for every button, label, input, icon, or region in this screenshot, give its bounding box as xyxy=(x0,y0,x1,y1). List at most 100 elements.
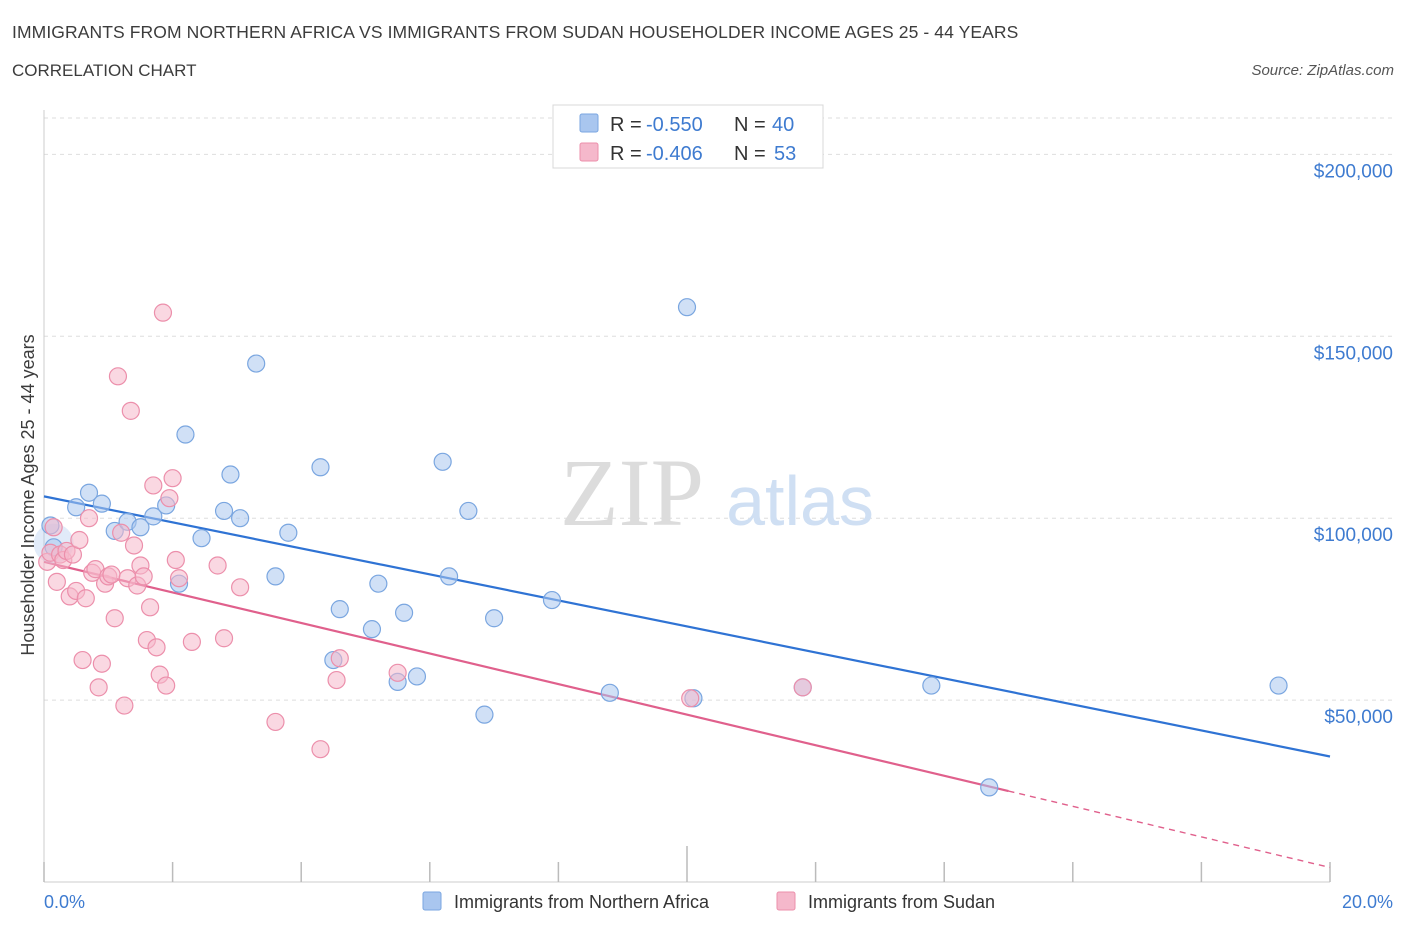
stats-r-label-1: R = xyxy=(610,114,642,136)
data-point-series-1-20 xyxy=(102,565,121,584)
data-point-series-1-3 xyxy=(47,572,66,591)
stats-legend: R = -0.550 N = 40 R = -0.406 N = 53 xyxy=(552,104,824,169)
data-point-series-1-22 xyxy=(108,367,128,386)
chart-subtitle: CORRELATION CHART xyxy=(12,61,197,80)
data-point-series-0-16 xyxy=(247,354,266,373)
stats-r-value-2: -0.406 xyxy=(646,143,703,165)
data-point-series-0-22 xyxy=(362,620,382,639)
data-points xyxy=(33,298,1288,797)
y-tick-label-0: $50,000 xyxy=(1324,707,1393,728)
data-point-series-1-11 xyxy=(73,650,92,670)
data-point-series-1-50 xyxy=(388,663,407,682)
y-tick-labels: $50,000 $100,000 $150,000 $200,000 xyxy=(1314,161,1393,728)
trend-lines xyxy=(43,495,1331,869)
data-point-series-0-3 xyxy=(79,483,99,502)
stats-swatch-sudan xyxy=(579,142,599,162)
stats-n-value-2: 53 xyxy=(774,143,796,165)
data-point-series-1-46 xyxy=(266,712,285,732)
data-point-series-0-17 xyxy=(266,567,285,586)
data-point-series-0-19 xyxy=(311,458,330,477)
data-point-series-1-27 xyxy=(124,536,144,555)
data-point-series-0-39 xyxy=(1269,676,1288,695)
data-point-series-0-32 xyxy=(542,590,562,610)
data-point-series-0-18 xyxy=(279,523,298,542)
data-point-series-1-16 xyxy=(89,678,108,697)
data-point-series-1-52 xyxy=(793,678,812,697)
data-point-series-1-45 xyxy=(231,578,250,597)
data-point-series-1-24 xyxy=(115,696,134,715)
data-point-series-0-8 xyxy=(144,507,163,526)
data-point-series-0-2 xyxy=(67,498,86,517)
data-point-series-1-37 xyxy=(157,676,176,695)
data-point-series-1-21 xyxy=(105,609,124,628)
chart-title: IMMIGRANTS FROM NORTHERN AFRICA VS IMMIG… xyxy=(12,22,1019,42)
stats-r-value-1: -0.550 xyxy=(646,114,703,136)
data-point-series-1-30 xyxy=(134,567,153,586)
data-point-series-1-36 xyxy=(153,303,173,322)
data-point-series-1-33 xyxy=(144,476,163,495)
x-tick-label-max: 20.0% xyxy=(1342,892,1393,912)
data-point-series-1-47 xyxy=(311,740,330,759)
legend-swatch-sudan xyxy=(776,891,796,911)
stats-n-label-1: N = xyxy=(734,114,766,136)
data-point-series-1-44 xyxy=(214,629,234,648)
data-point-series-1-43 xyxy=(208,556,227,575)
trend-line-series-0 xyxy=(43,495,1331,758)
data-point-series-1-12 xyxy=(76,589,95,608)
data-point-series-1-2 xyxy=(44,518,63,537)
data-point-series-1-42 xyxy=(182,632,201,651)
stats-r-label-2: R = xyxy=(610,143,642,165)
data-point-series-0-15 xyxy=(231,509,250,528)
data-point-series-0-38 xyxy=(980,778,999,797)
data-point-series-1-23 xyxy=(112,523,131,542)
y-axis-label: Householder Income Ages 25 - 44 years xyxy=(18,334,38,655)
data-point-series-0-4 xyxy=(92,494,111,513)
x-tick-label-min: 0.0% xyxy=(44,892,85,912)
y-tick-label-3: $200,000 xyxy=(1314,161,1393,182)
data-point-series-1-39 xyxy=(163,469,182,488)
data-point-series-1-32 xyxy=(140,598,160,617)
data-point-series-1-51 xyxy=(681,689,700,708)
data-point-series-0-30 xyxy=(475,705,494,724)
series-legend: Immigrants from Northern Africa Immigran… xyxy=(422,891,995,912)
source-credit: Source: ZipAtlas.com xyxy=(1251,62,1394,79)
data-point-series-0-27 xyxy=(433,452,452,471)
legend-swatch-northern-africa xyxy=(422,891,442,911)
data-point-series-0-21 xyxy=(330,600,349,619)
axes xyxy=(43,110,1331,883)
grid-lines xyxy=(44,117,1394,701)
data-point-series-1-26 xyxy=(121,401,140,420)
watermark-zip: ZIP xyxy=(560,439,704,546)
data-point-series-0-12 xyxy=(192,529,211,548)
data-point-series-1-13 xyxy=(79,509,99,528)
data-point-series-1-17 xyxy=(92,654,111,673)
stats-n-label-2: N = xyxy=(734,143,766,165)
stats-n-value-1: 40 xyxy=(772,114,794,136)
data-point-series-0-28 xyxy=(439,567,459,586)
watermark: ZIP atlas xyxy=(560,439,874,546)
data-point-series-1-41 xyxy=(169,569,189,588)
data-point-series-1-34 xyxy=(147,638,166,657)
watermark-atlas: atlas xyxy=(726,462,874,540)
data-point-series-0-37 xyxy=(922,676,941,695)
data-point-series-0-7 xyxy=(131,518,150,537)
stats-swatch-northern-africa xyxy=(579,113,599,133)
data-point-series-0-11 xyxy=(176,425,195,444)
data-point-series-0-31 xyxy=(485,609,504,628)
data-point-series-0-13 xyxy=(214,501,234,521)
data-point-series-0-29 xyxy=(459,501,478,521)
y-tick-label-2: $150,000 xyxy=(1314,343,1393,364)
y-tick-label-1: $100,000 xyxy=(1314,525,1393,546)
data-point-series-0-26 xyxy=(407,667,427,686)
data-point-series-1-10 xyxy=(70,530,89,550)
data-point-series-0-25 xyxy=(394,603,414,622)
legend-label-northern-africa: Immigrants from Northern Africa xyxy=(454,892,710,912)
data-point-series-0-14 xyxy=(221,465,240,484)
data-point-series-1-38 xyxy=(160,489,179,508)
data-point-series-1-40 xyxy=(166,550,185,570)
trend-line-extension-series-1 xyxy=(1008,790,1331,869)
data-point-series-1-48 xyxy=(327,670,346,690)
trend-line-series-1 xyxy=(43,560,1009,793)
data-point-series-0-23 xyxy=(369,574,388,593)
